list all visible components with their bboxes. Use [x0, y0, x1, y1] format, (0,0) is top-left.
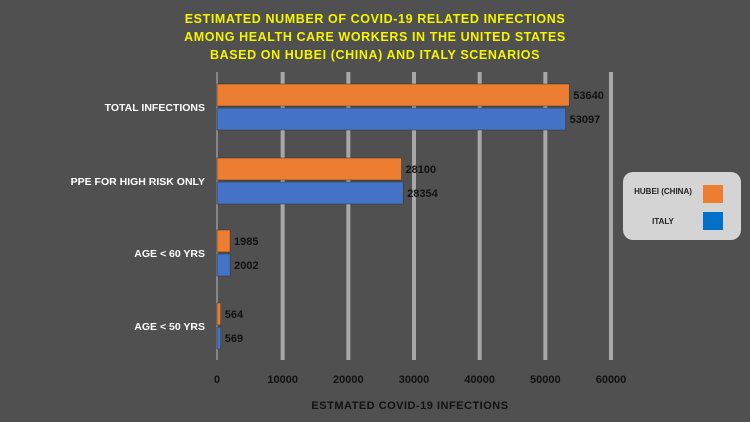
x-tick-label: 50000 — [530, 374, 561, 386]
x-tick-label: 40000 — [464, 374, 495, 386]
x-tick-label: 20000 — [333, 374, 364, 386]
gridline — [543, 72, 548, 360]
gridline — [412, 72, 416, 360]
gridline — [346, 72, 351, 360]
data-label: 564 — [225, 309, 244, 321]
title-line-2: AMONG HEALTH CARE WORKERS IN THE UNITED … — [184, 30, 566, 44]
x-tick-label: 10000 — [267, 374, 298, 386]
bar-italy — [216, 181, 404, 205]
data-label: 2002 — [234, 260, 258, 272]
bar-hubei-china- — [216, 302, 221, 326]
x-tick-label: 30000 — [399, 374, 430, 386]
bar-italy — [216, 107, 566, 131]
gridline — [609, 72, 613, 360]
legend-swatch-italy — [703, 212, 723, 230]
title-line-1: ESTIMATED NUMBER OF COVID-19 RELATED INF… — [184, 12, 566, 26]
category-label: AGE < 50 YRS — [134, 321, 205, 333]
gridline — [477, 72, 482, 360]
title-line-3: BASED ON HUBEI (CHINA) AND ITALY SCENARI… — [209, 48, 541, 62]
x-axis-title: ESTMATED COVID-19 INFECTIONS — [311, 400, 508, 412]
data-label: 53640 — [573, 90, 604, 102]
category-label: AGE < 60 YRS — [134, 248, 205, 260]
bar-hubei-china- — [216, 83, 570, 107]
legend-swatch-hubei — [703, 185, 723, 203]
legend-label-italy: ITALY — [652, 217, 674, 226]
data-label: 28100 — [406, 164, 437, 176]
data-label: 28354 — [407, 188, 438, 200]
data-label: 1985 — [234, 236, 258, 248]
chart-title: ESTIMATED NUMBER OF COVID-19 RELATED INF… — [0, 10, 750, 64]
bar-hubei-china- — [216, 157, 402, 181]
x-tick-label: 0 — [214, 374, 220, 386]
data-label: 53097 — [570, 114, 601, 126]
bar-italy — [216, 326, 221, 350]
category-label: PPE FOR HIGH RISK ONLY — [71, 176, 205, 188]
gridline — [280, 72, 285, 360]
x-tick-label: 60000 — [596, 374, 627, 386]
bar-italy — [216, 253, 231, 277]
legend: HUBEI (CHINA) ITALY — [623, 172, 741, 240]
category-label: TOTAL INFECTIONS — [105, 102, 205, 114]
legend-label-hubei: HUBEI (CHINA) — [634, 187, 692, 196]
data-label: 569 — [225, 333, 243, 345]
bar-hubei-china- — [216, 229, 231, 253]
